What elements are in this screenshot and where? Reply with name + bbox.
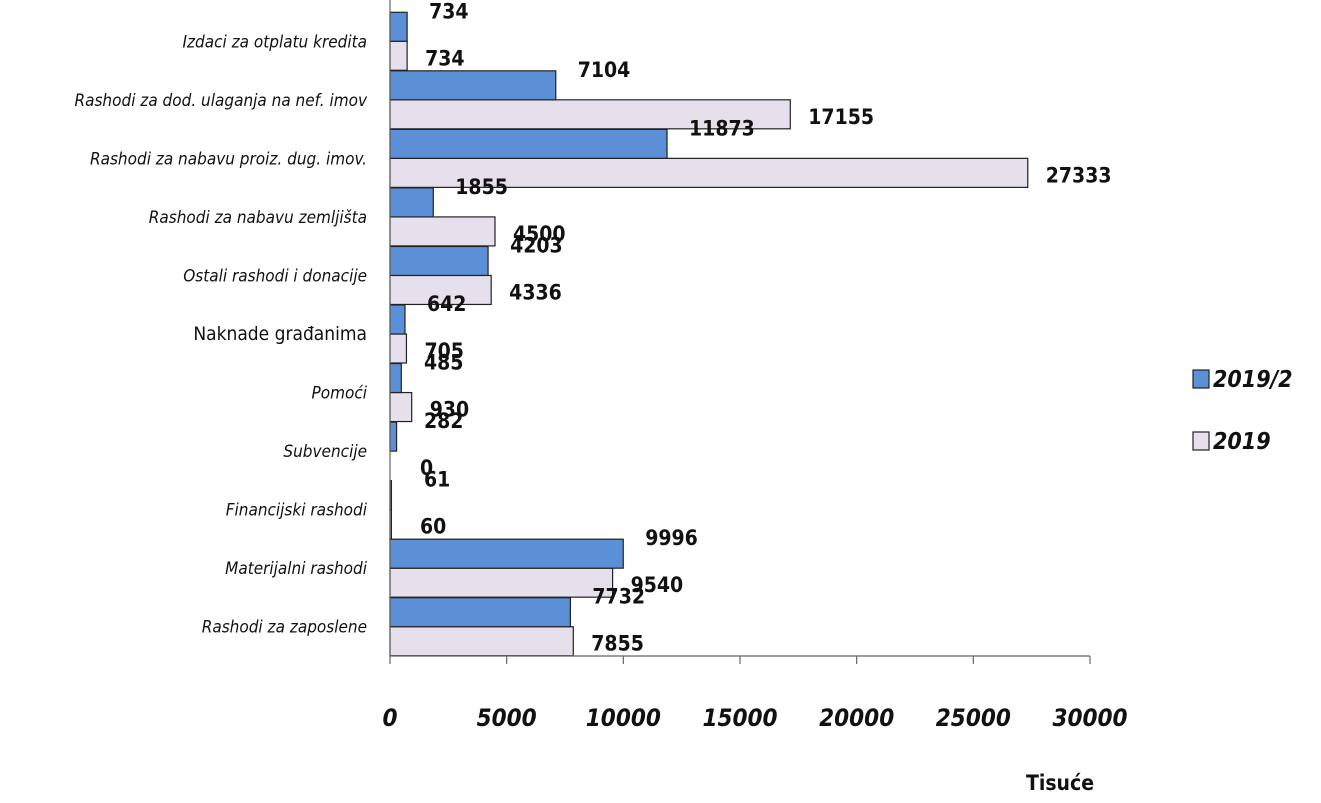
value-label-2019-2: 4203 — [510, 233, 563, 257]
x-tick-label: 10000 — [586, 704, 661, 732]
x-tick-label: 20000 — [819, 704, 894, 732]
category-label: Rashodi za nabavu zemljišta — [149, 208, 367, 228]
value-label-2019: 17155 — [808, 105, 874, 129]
value-label-2019: 27333 — [1046, 163, 1112, 187]
bar-2019-2 — [390, 598, 570, 627]
bar-2019-2 — [390, 129, 667, 158]
value-label-2019-2: 485 — [424, 351, 463, 375]
bar-2019-2 — [390, 12, 407, 41]
legend-swatch-2019 — [1193, 432, 1209, 450]
category-label: Izdaci za otplatu kredita — [183, 32, 368, 52]
bar-2019 — [390, 41, 407, 70]
value-label-2019-2: 734 — [429, 0, 468, 23]
bar-2019-2 — [390, 364, 401, 393]
value-label-2019-2: 9996 — [645, 526, 698, 550]
bar-2019 — [390, 627, 573, 656]
bar-2019-2 — [390, 539, 623, 568]
bar-2019-2 — [390, 71, 556, 100]
bar-2019 — [390, 568, 613, 597]
value-label-2019-2: 7732 — [592, 585, 645, 609]
category-label: Ostali rashodi i donacije — [183, 266, 367, 286]
category-label: Rashodi za nabavu proiz. dug. imov. — [90, 149, 367, 169]
bar-2019 — [390, 334, 406, 363]
category-label: Rashodi za zaposlene — [202, 618, 367, 638]
value-label-2019: 734 — [425, 46, 464, 70]
x-tick-label: 15000 — [702, 704, 777, 732]
legend-swatch-2019-2 — [1193, 370, 1209, 388]
bar-2019 — [390, 217, 495, 246]
category-label: Subvencije — [283, 442, 367, 462]
x-tick-label: 25000 — [936, 704, 1011, 732]
x-tick-label: 0 — [382, 704, 397, 732]
bar-2019 — [390, 393, 412, 422]
x-axis-unit-label: Tisuće — [1026, 771, 1094, 795]
value-label-2019-2: 7104 — [578, 58, 631, 82]
legend-label-2019-2: 2019/2 — [1213, 367, 1293, 393]
x-tick-label: 30000 — [1052, 704, 1127, 732]
bar-2019-2 — [390, 422, 397, 451]
x-tick-label: 5000 — [477, 704, 537, 732]
category-label: Naknade građanima — [193, 323, 367, 345]
value-label-2019-2: 11873 — [689, 116, 755, 140]
value-label-2019: 60 — [420, 515, 446, 539]
value-label-2019: 4336 — [509, 280, 562, 304]
value-label-2019-2: 642 — [427, 292, 466, 316]
category-label: Financijski rashodi — [226, 501, 368, 521]
bar-2019-2 — [390, 305, 405, 334]
value-label-2019-2: 282 — [424, 409, 463, 433]
category-label: Materijalni rashodi — [225, 559, 368, 579]
category-label: Rashodi za dod. ulaganja na nef. imov — [74, 91, 367, 111]
bar-2019-2 — [390, 246, 488, 275]
category-label: Pomoći — [312, 384, 368, 404]
value-label-2019-2: 61 — [424, 468, 450, 492]
value-label-2019: 7855 — [591, 632, 644, 656]
legend-label-2019: 2019 — [1213, 429, 1271, 455]
value-label-2019-2: 1855 — [455, 175, 508, 199]
bar-2019-2 — [390, 188, 433, 217]
